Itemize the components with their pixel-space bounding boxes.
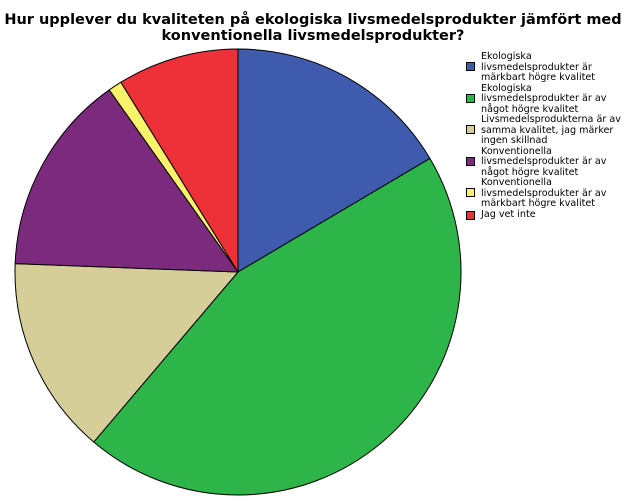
pie-slices: [14, 48, 462, 496]
legend-label-1: Ekologiska livsmedelsprodukter är märkba…: [481, 51, 596, 83]
legend-swatch-4: [466, 156, 475, 166]
legend-swatch-6: [466, 210, 475, 220]
legend-label-2: Ekologiska livsmedelsprodukter är av någ…: [481, 82, 607, 115]
chart-title: Hur upplever du kvaliteten på ekologiska…: [0, 12, 626, 44]
legend-swatch-3: [466, 125, 475, 134]
legend-swatch-2: [466, 93, 475, 103]
chart-title-line-1: Hur upplever du kvaliteten på ekologiska…: [4, 12, 622, 28]
legend-label-4: Konventionella livsmedelsprodukter är av…: [481, 145, 607, 178]
legend-item-4: Konventionella livsmedelsprodukter är av…: [466, 145, 624, 179]
legend-item-6: Jag vet inte: [466, 208, 624, 221]
legend-item-5: Konventionella livsmedelsprodukter är av…: [466, 177, 624, 210]
legend-item-3: Livsmedelsprodukterna är av samma kvalit…: [466, 114, 624, 147]
chart-legend: Ekologiska livsmedelsprodukter är märkba…: [466, 51, 624, 221]
pie-slice-3: [14, 263, 239, 443]
legend-item-1: Ekologiska livsmedelsprodukter är märkba…: [466, 51, 624, 84]
legend-label-6: Jag vet inte: [481, 208, 536, 220]
legend-item-2: Ekologiska livsmedelsprodukter är av någ…: [466, 82, 624, 116]
legend-label-5: Konventionella livsmedelsprodukter är av…: [481, 177, 607, 209]
pie-slice-4: [14, 89, 239, 273]
chart-title-line-2: konventionella livsmedelsprodukter?: [161, 28, 465, 44]
pie-slice-1: [237, 48, 431, 273]
pie-slice-2: [93, 157, 462, 496]
legend-label-3: Livsmedelsprodukterna är av samma kvalit…: [481, 114, 621, 146]
legend-swatch-1: [466, 62, 475, 71]
pie-slice-6: [120, 48, 239, 273]
legend-swatch-5: [466, 188, 475, 197]
